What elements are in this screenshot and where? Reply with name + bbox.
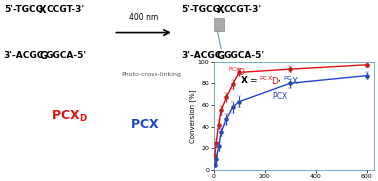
Text: $\mathsf{^{PCX}D}$: $\mathsf{^{PCX}D}$: [259, 74, 280, 87]
Text: PC$\mathbf{X}$: PC$\mathbf{X}$: [130, 118, 160, 131]
Text: $\mathbf{X}$ =: $\mathbf{X}$ =: [240, 74, 259, 85]
Text: 5'-TGCG: 5'-TGCG: [181, 5, 220, 14]
Text: X: X: [39, 5, 46, 15]
Text: 5'-TGCG: 5'-TGCG: [4, 5, 43, 14]
Text: X: X: [217, 5, 224, 15]
Text: ,: ,: [278, 74, 280, 83]
Text: $\mathsf{^{PC}X}$: $\mathsf{^{PC}X}$: [283, 74, 299, 87]
Text: G: G: [217, 51, 225, 61]
Text: CCGT-3': CCGT-3': [224, 5, 262, 14]
Y-axis label: Conversion [%]: Conversion [%]: [189, 89, 196, 143]
Text: Photo-cross-linking: Photo-cross-linking: [121, 72, 181, 77]
Text: GGCA-5': GGCA-5': [45, 51, 87, 60]
Text: PCX$_\mathbf{D}$: PCX$_\mathbf{D}$: [51, 109, 88, 124]
Text: GGCA-5': GGCA-5': [223, 51, 264, 60]
FancyBboxPatch shape: [214, 18, 224, 31]
Text: G: G: [39, 51, 47, 61]
Text: CCGT-3': CCGT-3': [46, 5, 84, 14]
Text: $\mathsf{^{PCX}D}$: $\mathsf{^{PCX}D}$: [228, 66, 246, 78]
Text: $\mathsf{PCX}$: $\mathsf{PCX}$: [272, 90, 289, 101]
Text: 400 nm: 400 nm: [129, 13, 158, 22]
Text: 3'-ACGC: 3'-ACGC: [4, 51, 44, 60]
Text: 3'-ACGC: 3'-ACGC: [181, 51, 222, 60]
